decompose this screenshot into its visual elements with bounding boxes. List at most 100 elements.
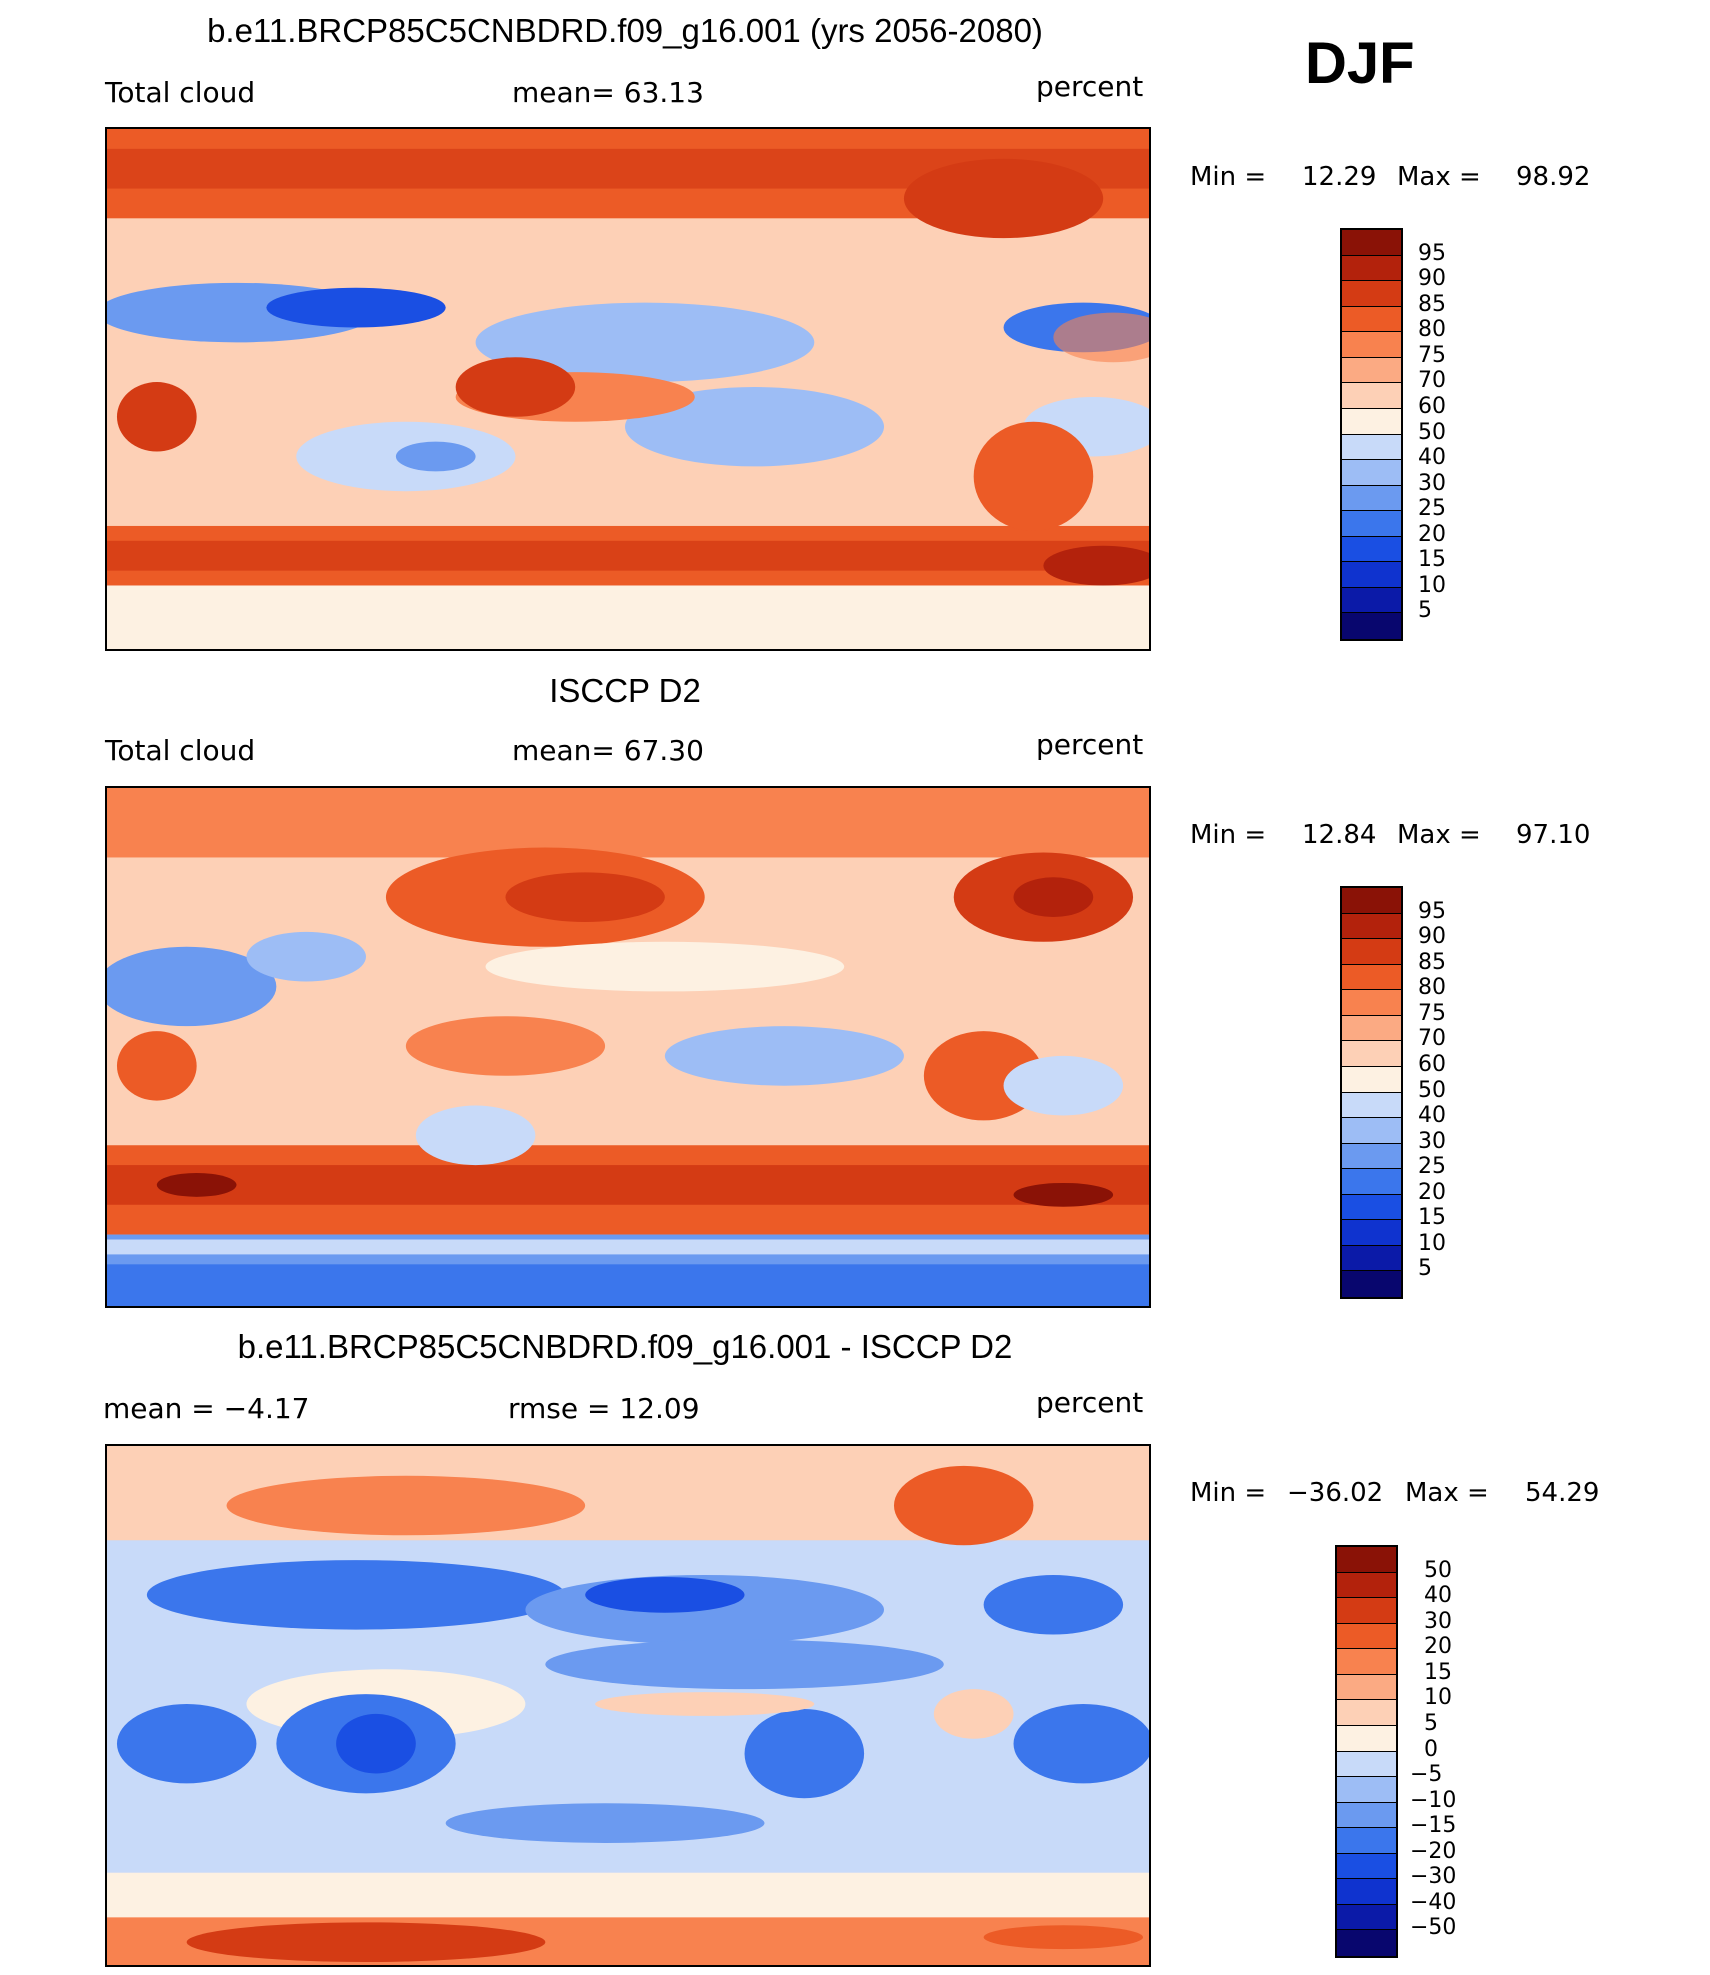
colorbar-segment xyxy=(1342,230,1401,256)
panel-2-colorbar-labels: 95 90 85 80 75 70 60 50 40 30 25 20 15 10 5 xyxy=(1418,886,1478,1299)
panel-1-field xyxy=(107,129,1149,649)
colorbar-tick-label: 80 xyxy=(1418,317,1446,343)
panel-3-mean-label: mean = −4.17 xyxy=(103,1392,310,1425)
colorbar-tick-label: 15 xyxy=(1418,1205,1446,1231)
colorbar-segment xyxy=(1342,1194,1401,1221)
colorbar-tick-label: 20 xyxy=(1424,1634,1452,1660)
colorbar-segment xyxy=(1342,964,1401,991)
panel-1-min-label: Min = xyxy=(1190,162,1267,192)
colorbar-tick-label: 15 xyxy=(1418,547,1446,573)
colorbar-tick-label: 10 xyxy=(1418,1230,1446,1256)
colorbar-tick-label: 95 xyxy=(1418,898,1446,924)
colorbar-tick-label: 20 xyxy=(1418,521,1446,547)
colorbar-segment xyxy=(1337,1700,1396,1726)
colorbar-tick-label: 85 xyxy=(1418,949,1446,975)
panel-1-map xyxy=(105,127,1151,651)
colorbar-segment xyxy=(1342,383,1401,409)
colorbar-segment xyxy=(1337,1853,1396,1880)
colorbar-tick-label: −10 xyxy=(1410,1787,1457,1813)
panel-1-max-label: Max = xyxy=(1397,162,1481,192)
colorbar-segment xyxy=(1337,1725,1396,1752)
colorbar-segment xyxy=(1342,990,1401,1016)
colorbar-segment xyxy=(1342,1066,1401,1093)
panel-2-title: ISCCP D2 xyxy=(549,672,701,709)
colorbar-tick-label: 25 xyxy=(1418,1154,1446,1180)
panel-3-map xyxy=(105,1444,1151,1967)
colorbar-tick-label: 30 xyxy=(1418,1128,1446,1154)
panel-2-max-label: Max = xyxy=(1397,820,1481,850)
colorbar-tick-label: −15 xyxy=(1410,1813,1457,1839)
colorbar-tick-label: 90 xyxy=(1418,266,1446,292)
colorbar-segment xyxy=(1342,939,1401,965)
panel-3-max-label: Max = xyxy=(1405,1478,1489,1508)
colorbar-tick-label: 5 xyxy=(1418,1256,1432,1282)
colorbar-segment xyxy=(1342,1169,1401,1195)
colorbar-segment xyxy=(1337,1904,1396,1931)
colorbar-segment xyxy=(1337,1751,1396,1778)
panel-3-min-value: −36.02 xyxy=(1287,1478,1384,1508)
colorbar-segment xyxy=(1337,1930,1396,1956)
colorbar-segment xyxy=(1342,1220,1401,1246)
panel-1-max-value: 98.92 xyxy=(1516,162,1591,192)
colorbar-segment xyxy=(1342,1245,1401,1272)
panel-2-mean-label: mean= 67.30 xyxy=(512,734,704,767)
colorbar-segment xyxy=(1342,1015,1401,1042)
season-label: DJF xyxy=(1305,31,1415,96)
panel-1-colorbar xyxy=(1340,228,1403,641)
panel-1-colorbar-labels: 95 90 85 80 75 70 60 50 40 30 25 20 15 10 5 xyxy=(1418,228,1478,641)
colorbar-segment xyxy=(1342,536,1401,563)
panel-3-units-label: percent xyxy=(1036,1386,1144,1419)
panel-2-field xyxy=(107,788,1149,1306)
panel-3-colorbar xyxy=(1335,1545,1398,1958)
colorbar-tick-label: 50 xyxy=(1424,1557,1452,1583)
colorbar-tick-label: 90 xyxy=(1418,924,1446,950)
colorbar-tick-label: 60 xyxy=(1418,1051,1446,1077)
colorbar-tick-label: 50 xyxy=(1418,419,1446,445)
colorbar-tick-label: −30 xyxy=(1410,1864,1457,1890)
panel-2-min-label: Min = xyxy=(1190,820,1267,850)
colorbar-segment xyxy=(1337,1828,1396,1854)
panel-2-units-label: percent xyxy=(1036,728,1144,761)
colorbar-segment xyxy=(1342,255,1401,282)
colorbar-segment xyxy=(1342,1041,1401,1067)
colorbar-tick-label: 10 xyxy=(1424,1685,1452,1711)
colorbar-tick-label: 70 xyxy=(1418,368,1446,394)
colorbar-tick-label: 5 xyxy=(1424,1710,1438,1736)
colorbar-tick-label: 40 xyxy=(1418,445,1446,471)
colorbar-segment xyxy=(1342,434,1401,461)
panel-1-units-label: percent xyxy=(1036,70,1144,103)
colorbar-segment xyxy=(1342,306,1401,333)
panel-2-colorbar xyxy=(1340,886,1403,1299)
colorbar-segment xyxy=(1342,332,1401,358)
colorbar-segment xyxy=(1342,1271,1401,1297)
colorbar-tick-label: 40 xyxy=(1418,1103,1446,1129)
panel-3-min-label: Min = xyxy=(1190,1478,1267,1508)
colorbar-tick-label: 75 xyxy=(1418,1000,1446,1026)
panel-1-title: b.e11.BRCP85C5CNBDRD.f09_g16.001 (yrs 20… xyxy=(207,12,1043,49)
colorbar-segment xyxy=(1342,613,1401,639)
colorbar-tick-label: 15 xyxy=(1424,1659,1452,1685)
colorbar-tick-label: 85 xyxy=(1418,291,1446,317)
colorbar-tick-label: −20 xyxy=(1410,1838,1457,1864)
colorbar-segment xyxy=(1342,357,1401,384)
panel-3-colorbar-labels: 50 40 30 20 15 10 5 0 −5 −10 −15 −20 −30 −40 −50 xyxy=(1410,1545,1480,1958)
panel-3-rmse-label: rmse = 12.09 xyxy=(508,1392,700,1425)
panel-3-field xyxy=(107,1446,1149,1965)
colorbar-tick-label: −50 xyxy=(1410,1915,1457,1941)
colorbar-tick-label: 50 xyxy=(1418,1077,1446,1103)
colorbar-segment xyxy=(1342,888,1401,914)
colorbar-segment xyxy=(1342,1118,1401,1144)
colorbar-segment xyxy=(1337,1623,1396,1650)
colorbar-tick-label: 10 xyxy=(1418,572,1446,598)
colorbar-segment xyxy=(1337,1777,1396,1803)
panel-2-max-value: 97.10 xyxy=(1516,820,1591,850)
panel-2-map xyxy=(105,786,1151,1308)
colorbar-segment xyxy=(1342,485,1401,512)
colorbar-segment xyxy=(1337,1572,1396,1599)
colorbar-tick-label: 80 xyxy=(1418,975,1446,1001)
colorbar-segment xyxy=(1342,913,1401,940)
colorbar-tick-label: −5 xyxy=(1410,1762,1443,1788)
colorbar-segment xyxy=(1337,1598,1396,1624)
colorbar-tick-label: −40 xyxy=(1410,1889,1457,1915)
colorbar-tick-label: 0 xyxy=(1424,1736,1438,1762)
